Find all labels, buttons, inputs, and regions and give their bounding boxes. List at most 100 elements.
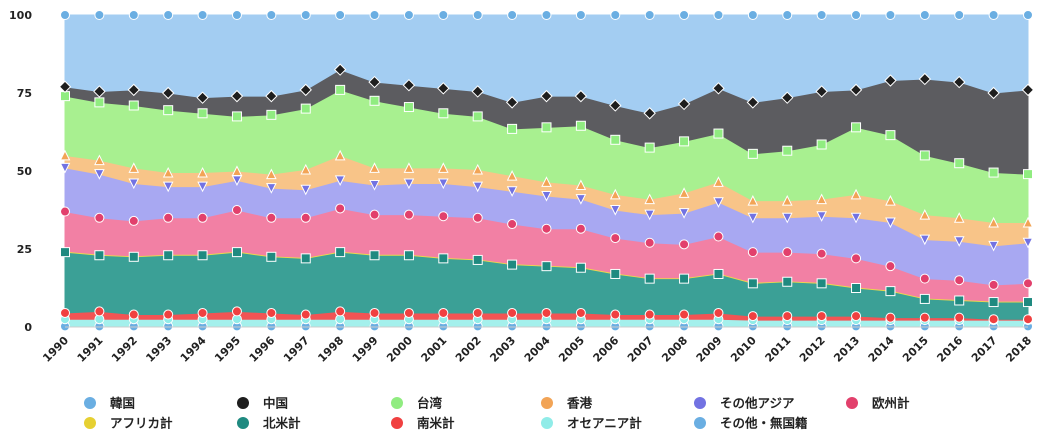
marker: [713, 268, 724, 279]
x-tick-label: 2013: [831, 334, 862, 365]
marker: [471, 85, 484, 98]
marker: [231, 306, 242, 317]
marker: [300, 103, 311, 114]
marker: [1023, 10, 1033, 20]
marker: [334, 175, 346, 186]
marker: [679, 239, 690, 250]
x-tick-label: 2018: [1003, 334, 1034, 365]
marker: [507, 307, 518, 318]
marker: [472, 212, 483, 223]
y-tick-label: 50: [17, 165, 33, 178]
marker: [644, 237, 655, 248]
legend-marker: [84, 397, 96, 409]
marker: [851, 311, 862, 322]
marker: [266, 307, 277, 318]
x-tick-label: 2002: [453, 334, 484, 365]
marker: [368, 75, 381, 89]
y-tick-label: 25: [17, 243, 32, 256]
marker: [609, 188, 621, 200]
legend-label: 台湾: [417, 396, 443, 411]
marker: [128, 215, 139, 226]
marker: [472, 10, 483, 20]
marker: [644, 273, 655, 284]
marker: [885, 217, 896, 229]
marker: [300, 163, 312, 175]
marker: [610, 268, 621, 279]
marker: [677, 97, 691, 111]
x-tick-label: 1993: [143, 334, 174, 365]
marker: [885, 195, 896, 206]
legend-marker: [237, 397, 249, 409]
marker: [369, 180, 380, 191]
marker: [575, 307, 586, 318]
legend-label: 南米計: [417, 416, 455, 431]
marker: [266, 212, 277, 223]
x-tick-label: 2006: [591, 334, 622, 365]
marker: [438, 253, 449, 264]
marker: [127, 83, 140, 97]
marker: [369, 10, 380, 20]
marker: [403, 209, 414, 220]
marker: [94, 306, 105, 317]
marker: [679, 136, 690, 147]
marker: [885, 312, 896, 323]
marker: [403, 162, 415, 173]
legend-marker: [541, 417, 553, 429]
marker: [162, 166, 174, 178]
marker: [541, 176, 552, 187]
legend-label: 中国: [263, 396, 288, 411]
marker: [334, 149, 346, 161]
marker: [540, 89, 553, 103]
marker: [610, 233, 621, 244]
marker: [954, 158, 965, 169]
marker: [988, 314, 999, 325]
marker: [438, 108, 449, 119]
marker: [816, 10, 827, 20]
marker: [94, 169, 105, 180]
marker: [300, 10, 311, 20]
marker: [575, 10, 586, 20]
marker: [369, 209, 380, 220]
x-tick-label: 2004: [522, 334, 553, 365]
marker: [781, 91, 794, 104]
marker: [60, 206, 70, 217]
marker: [403, 10, 414, 20]
marker: [988, 279, 999, 290]
marker: [679, 309, 690, 320]
marker: [1022, 237, 1034, 249]
marker: [988, 10, 999, 20]
marker: [438, 211, 449, 222]
marker: [300, 309, 311, 320]
marker: [747, 278, 758, 289]
marker: [816, 248, 827, 259]
marker: [60, 91, 70, 102]
legend-marker: [391, 397, 403, 409]
marker: [335, 247, 346, 258]
marker: [678, 208, 690, 219]
x-tick-label: 2005: [556, 334, 587, 365]
marker: [713, 197, 724, 208]
marker: [643, 107, 656, 120]
marker: [574, 89, 588, 103]
marker: [1022, 216, 1034, 228]
marker: [266, 109, 277, 120]
marker: [575, 120, 586, 131]
marker: [885, 10, 896, 20]
x-tick-label: 1999: [350, 334, 381, 365]
marker: [713, 307, 724, 318]
marker: [885, 286, 896, 297]
marker: [885, 130, 896, 141]
marker: [644, 209, 655, 221]
marker: [93, 85, 106, 98]
marker: [747, 212, 759, 224]
marker: [403, 307, 414, 318]
marker: [300, 184, 312, 196]
marker: [713, 128, 724, 139]
marker: [610, 309, 621, 320]
marker: [335, 306, 346, 317]
marker: [988, 297, 999, 308]
x-tick-label: 2003: [487, 334, 518, 365]
legend-label: 韓国: [110, 396, 135, 411]
marker: [59, 162, 71, 174]
marker: [541, 223, 552, 234]
